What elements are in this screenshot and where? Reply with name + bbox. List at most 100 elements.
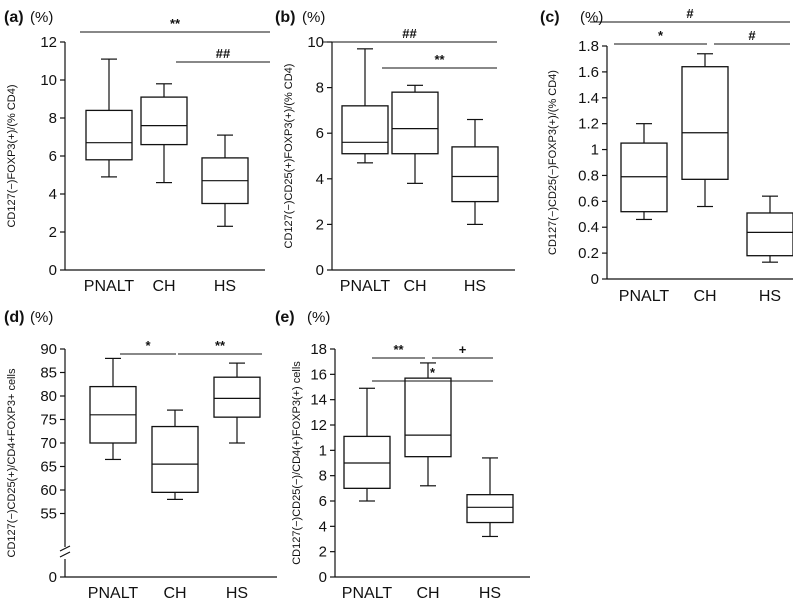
y-tick-label: 4: [319, 518, 327, 535]
y-tick-label: 1.2: [578, 116, 599, 133]
x-category-label: CH: [693, 288, 716, 305]
significance-label: #: [748, 28, 756, 43]
y-tick-label: 2: [49, 224, 57, 241]
panel-label: (d): [4, 309, 24, 326]
y-tick-label: 60: [40, 482, 57, 499]
y-tick-label: 0: [316, 262, 324, 279]
y-tick-label: 85: [40, 365, 57, 382]
y-axis-label: CD127(−)FOXP3(+)/(% CD4): [6, 84, 18, 227]
unit-label: (%): [580, 9, 603, 26]
x-category-label: CH: [163, 585, 186, 602]
y-tick-label: 1: [591, 142, 599, 159]
y-tick-label: 10: [40, 72, 57, 89]
y-tick-label: 1.6: [578, 64, 599, 81]
x-category-label: PNALT: [340, 278, 391, 295]
y-tick-label: 0: [49, 262, 57, 279]
box-plot-ch: [140, 83, 188, 184]
y-tick-label: 2: [319, 544, 327, 561]
box-iqr: [213, 376, 261, 418]
y-tick-label: 0.2: [578, 245, 599, 262]
significance-label: **: [170, 16, 181, 31]
significance-label: ##: [402, 26, 417, 41]
box-iqr: [620, 142, 668, 213]
box-plot-hs: [451, 118, 499, 225]
chart-panel-b: (b) (%) CD127(−)CD25(+)FOXP3(+)/(% CD4) 0 2 4…: [275, 9, 515, 295]
box-plot-pnalt: [85, 58, 133, 178]
y-tick-label: 14: [310, 392, 327, 409]
y-tick-label: 70: [40, 435, 57, 452]
y-tick-label: 1: [319, 442, 327, 459]
x-category-label: HS: [226, 585, 248, 602]
box-plot-hs: [201, 134, 249, 227]
y-tick-label: 0.6: [578, 193, 599, 210]
significance-label: **: [434, 52, 445, 67]
y-tick-label: 6: [49, 148, 57, 165]
x-category-label: CH: [152, 278, 175, 295]
box-iqr: [151, 425, 199, 493]
x-category-label: CH: [416, 585, 439, 602]
x-category-label: PNALT: [342, 585, 393, 602]
y-tick-label: 55: [40, 506, 57, 523]
box-plot-pnalt: [343, 387, 391, 502]
significance-label: **: [393, 342, 404, 357]
y-tick-label: 2: [316, 216, 324, 233]
significance-label: **: [215, 338, 226, 353]
box-plot-ch: [391, 84, 439, 184]
box-iqr: [466, 494, 514, 524]
unit-label: (%): [30, 309, 53, 326]
box-iqr: [681, 66, 729, 180]
chart-panel-a: (a) (%) CD127(−)FOXP3(+)/(% CD4) 0 2 4 6 8 10 12 P…: [4, 9, 270, 295]
box-plot-ch: [151, 409, 199, 500]
x-category-label: HS: [464, 278, 486, 295]
y-tick-label: 12: [310, 417, 327, 434]
box-iqr: [451, 146, 499, 203]
y-tick-label: 4: [49, 186, 57, 203]
significance-label: #: [686, 6, 694, 21]
y-tick-label: 80: [40, 388, 57, 405]
box-iqr: [746, 212, 793, 257]
box-iqr: [85, 109, 133, 161]
y-tick-label: 0: [591, 271, 599, 288]
y-tick-label: 75: [40, 412, 57, 429]
significance-label: *: [145, 338, 151, 353]
box-iqr: [404, 377, 452, 458]
chart-panel-e: (e) (%) CD127(−)CD25(−)/CD4(+)FOXP3(+) cel…: [275, 309, 530, 602]
y-tick-label: 1.8: [578, 38, 599, 55]
box-iqr: [140, 96, 188, 146]
y-tick-label: 16: [310, 366, 327, 383]
panel-label: (c): [540, 9, 560, 26]
y-tick-label: 6: [316, 125, 324, 142]
box-plot-pnalt: [341, 48, 389, 164]
significance-label: *: [658, 28, 664, 43]
x-category-label: HS: [759, 288, 781, 305]
x-category-label: PNALT: [84, 278, 135, 295]
y-tick-label: 0.8: [578, 167, 599, 184]
y-tick-label: 10: [307, 34, 324, 51]
significance-label: ##: [216, 46, 231, 61]
box-plot-hs: [466, 457, 514, 538]
chart-panel-d: (d) (%) CD127(−)CD25(+)/CD4+FOXP3+ cells 0 5…: [4, 309, 277, 602]
box-plot-hs: [213, 362, 261, 444]
y-axis-label: CD127(−)CD25(−)FOXP3(+)/(% CD4): [547, 70, 559, 255]
box-iqr: [391, 91, 439, 155]
x-category-label: HS: [214, 278, 236, 295]
y-tick-label: 90: [40, 341, 57, 358]
panel-label: (e): [275, 309, 295, 326]
panel-label: (b): [275, 9, 295, 26]
axis-break-mark: [59, 545, 71, 558]
box-plot-pnalt: [89, 357, 137, 461]
chart-panel-c: (c) (%) CD127(−)CD25(−)FOXP3(+)/(% CD4) 0 0.…: [540, 6, 793, 305]
significance-label: +: [459, 342, 467, 357]
box-iqr: [341, 105, 389, 155]
y-tick-label: 0.4: [578, 219, 599, 236]
box-plot-pnalt: [620, 123, 668, 221]
significance-label: *: [430, 365, 436, 380]
x-category-label: PNALT: [619, 288, 670, 305]
y-tick-label: 0: [49, 569, 57, 586]
y-tick-label: 18: [310, 341, 327, 358]
x-category-label: CH: [403, 278, 426, 295]
y-tick-label: 8: [316, 80, 324, 97]
y-tick-label: 6: [319, 493, 327, 510]
x-category-label: HS: [479, 585, 501, 602]
